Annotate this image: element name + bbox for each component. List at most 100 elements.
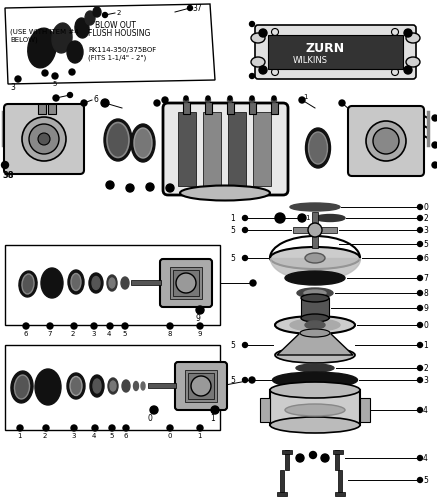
Ellipse shape: [122, 323, 128, 329]
Text: 4: 4: [423, 405, 428, 414]
Text: 5: 5: [52, 81, 56, 87]
Text: 1: 1: [17, 433, 21, 439]
Ellipse shape: [259, 66, 267, 74]
Ellipse shape: [417, 305, 423, 310]
Ellipse shape: [275, 316, 355, 334]
Ellipse shape: [301, 294, 329, 302]
Ellipse shape: [53, 95, 59, 101]
Ellipse shape: [35, 369, 61, 405]
Ellipse shape: [184, 98, 188, 103]
Ellipse shape: [305, 253, 325, 263]
FancyBboxPatch shape: [4, 104, 84, 174]
Text: 1: 1: [210, 413, 215, 422]
Polygon shape: [277, 333, 353, 355]
Ellipse shape: [298, 214, 306, 222]
Ellipse shape: [150, 406, 158, 414]
Ellipse shape: [228, 96, 232, 100]
Ellipse shape: [70, 376, 82, 395]
Text: 4: 4: [92, 433, 97, 439]
Ellipse shape: [15, 76, 21, 82]
Bar: [5, 245, 220, 325]
Text: 3: 3: [71, 433, 76, 439]
Ellipse shape: [141, 382, 145, 390]
Text: 3: 3: [10, 83, 15, 92]
Text: 9: 9: [196, 314, 201, 323]
Text: 2: 2: [71, 331, 75, 337]
Text: 9: 9: [197, 331, 201, 337]
Text: WILKINS: WILKINS: [293, 55, 328, 65]
Ellipse shape: [154, 100, 160, 106]
Bar: [249, 102, 256, 114]
Ellipse shape: [417, 323, 423, 328]
Bar: [333, 450, 343, 454]
Ellipse shape: [67, 41, 83, 63]
Ellipse shape: [406, 33, 420, 43]
Bar: [282, 450, 292, 454]
Bar: [277, 492, 287, 496]
Bar: [312, 212, 318, 230]
Ellipse shape: [275, 347, 355, 363]
Text: 5: 5: [230, 253, 235, 262]
Bar: [173, 270, 199, 296]
Ellipse shape: [270, 382, 360, 398]
Ellipse shape: [126, 184, 134, 192]
Ellipse shape: [146, 183, 154, 191]
Ellipse shape: [417, 290, 423, 295]
FancyBboxPatch shape: [160, 259, 212, 307]
Text: 2: 2: [43, 433, 47, 439]
Ellipse shape: [71, 425, 77, 431]
Text: 8: 8: [167, 331, 171, 337]
Text: 1: 1: [423, 341, 428, 350]
Ellipse shape: [432, 142, 437, 148]
Ellipse shape: [180, 185, 270, 201]
Ellipse shape: [270, 247, 360, 269]
Ellipse shape: [315, 215, 345, 222]
Ellipse shape: [93, 7, 101, 17]
Ellipse shape: [92, 425, 98, 431]
Ellipse shape: [250, 74, 254, 79]
Ellipse shape: [14, 375, 30, 399]
Ellipse shape: [339, 100, 345, 106]
Ellipse shape: [90, 375, 104, 397]
Text: 2: 2: [423, 214, 428, 223]
Ellipse shape: [162, 97, 168, 103]
Ellipse shape: [103, 12, 108, 17]
Ellipse shape: [299, 97, 305, 103]
Ellipse shape: [92, 276, 100, 289]
Ellipse shape: [417, 216, 423, 221]
Ellipse shape: [300, 329, 330, 337]
Ellipse shape: [243, 377, 247, 382]
Ellipse shape: [417, 228, 423, 233]
Ellipse shape: [243, 255, 247, 260]
Ellipse shape: [270, 417, 360, 433]
Ellipse shape: [104, 119, 132, 161]
Ellipse shape: [52, 23, 72, 53]
Ellipse shape: [304, 290, 326, 296]
Ellipse shape: [89, 273, 103, 293]
Bar: [228, 112, 246, 186]
Ellipse shape: [67, 373, 85, 399]
Bar: [301, 298, 329, 318]
Ellipse shape: [305, 321, 325, 329]
Ellipse shape: [110, 381, 116, 391]
Text: 0: 0: [167, 433, 171, 439]
Ellipse shape: [167, 425, 173, 431]
FancyBboxPatch shape: [163, 103, 288, 195]
Ellipse shape: [91, 323, 97, 329]
Text: 5: 5: [423, 240, 428, 249]
Ellipse shape: [197, 425, 203, 431]
Ellipse shape: [22, 117, 66, 161]
Ellipse shape: [197, 323, 203, 329]
Text: 5: 5: [109, 433, 113, 439]
Ellipse shape: [250, 98, 254, 103]
Text: 6: 6: [93, 95, 98, 104]
Text: ZURN: ZURN: [305, 41, 344, 54]
Ellipse shape: [285, 271, 345, 285]
Text: 2: 2: [117, 10, 121, 16]
Ellipse shape: [17, 425, 23, 431]
Ellipse shape: [187, 5, 193, 10]
Ellipse shape: [275, 316, 355, 334]
Text: 0: 0: [148, 413, 153, 422]
Text: 5: 5: [230, 375, 235, 384]
Ellipse shape: [205, 98, 211, 103]
